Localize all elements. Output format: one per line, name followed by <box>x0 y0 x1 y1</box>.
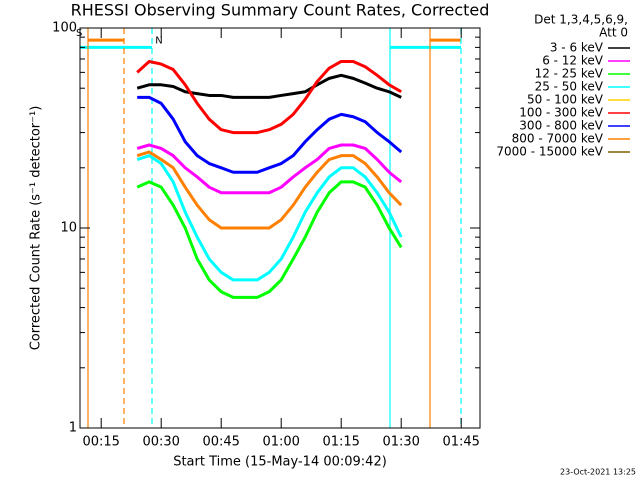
legend-label: 300 - 800 keV <box>519 119 603 133</box>
series-line <box>136 150 403 230</box>
series-line <box>136 180 403 299</box>
x-tick-label: 00:15 <box>82 435 119 450</box>
chart-title: RHESSI Observing Summary Count Rates, Co… <box>71 1 490 20</box>
y-tick-label: 100 <box>52 21 77 36</box>
series-line <box>136 73 402 99</box>
legend-label: 7000 - 15000 keV <box>496 145 603 159</box>
legend-header: Att 0 <box>599 26 628 40</box>
y-tick-label: 10 <box>60 221 77 236</box>
series-line <box>137 95 403 174</box>
series-line <box>136 59 402 135</box>
legend-label: 800 - 7000 keV <box>512 132 604 146</box>
x-tick-label: 01:45 <box>442 435 479 450</box>
legend-label: 100 - 300 keV <box>519 106 603 120</box>
legend-label: 6 - 12 keV <box>542 54 604 68</box>
x-tick-label: 01:15 <box>322 435 359 450</box>
x-tick-label: 00:30 <box>142 435 179 450</box>
legend-label: 12 - 25 keV <box>535 67 604 81</box>
x-tick-label: 01:00 <box>262 435 299 450</box>
legend-label: 50 - 100 keV <box>527 93 604 107</box>
annotation: S <box>76 28 82 39</box>
annotation: N <box>155 35 162 46</box>
legend-label: 3 - 6 keV <box>550 41 604 55</box>
x-axis-label: Start Time (15-May-14 00:09:42) <box>173 455 387 470</box>
timestamp: 23-Oct-2021 13:25 <box>560 468 636 477</box>
legend-label: 25 - 50 keV <box>535 80 604 94</box>
x-tick-label: 01:30 <box>382 435 419 450</box>
legend-header: Det 1,3,4,5,6,9, <box>534 13 628 27</box>
y-tick-label: 1 <box>69 421 77 436</box>
series-line <box>136 154 403 282</box>
x-tick-label: 00:45 <box>202 435 239 450</box>
series-line <box>136 143 403 195</box>
y-axis-label: Corrected Count Rate (s⁻¹ detector⁻¹) <box>29 106 44 351</box>
